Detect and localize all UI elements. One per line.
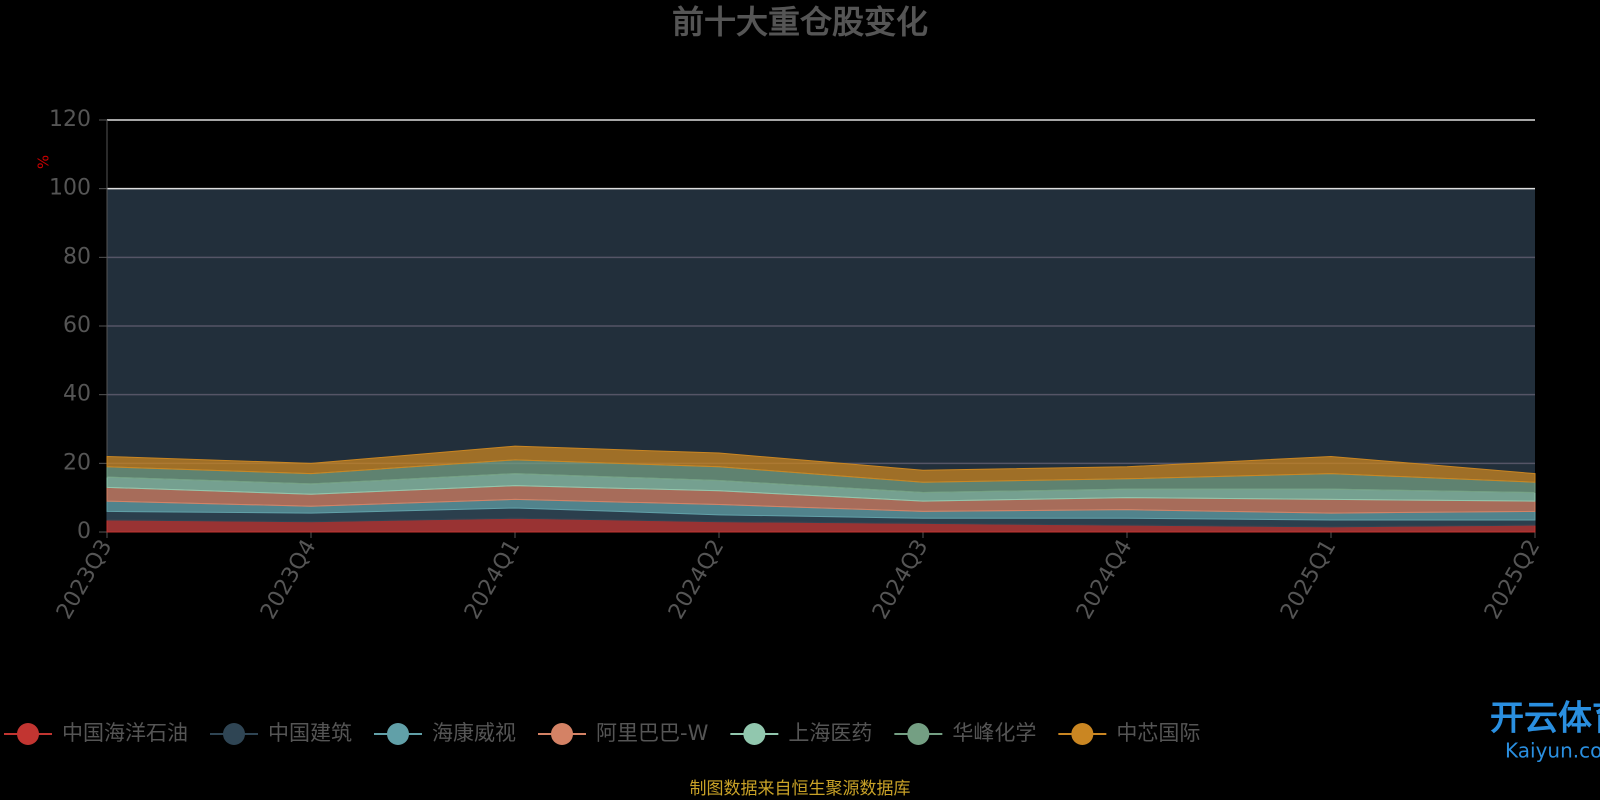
watermark: 开云体育 — [1490, 699, 1600, 739]
x-tick-label: 2025Q2 — [1480, 536, 1545, 624]
x-tick-label: 2024Q2 — [664, 536, 729, 624]
x-tick-label: 2024Q1 — [460, 536, 525, 624]
legend-marker — [551, 723, 573, 745]
y-tick-label: 80 — [63, 244, 91, 269]
y-tick-label: 60 — [63, 313, 91, 338]
legend-marker — [1071, 723, 1094, 745]
legend-label: 中国建筑 — [268, 721, 352, 745]
y-tick-label: 120 — [49, 107, 91, 132]
y-tick-label: 20 — [63, 450, 91, 475]
y-tick-label: 40 — [63, 382, 91, 407]
legend-marker — [17, 723, 39, 745]
legend-label: 上海医药 — [788, 721, 872, 745]
watermark: Kaiyun.com — [1505, 739, 1600, 763]
x-tick-label: 2023Q3 — [52, 536, 117, 624]
x-tick-label: 2024Q3 — [868, 536, 933, 624]
legend-label: 海康威视 — [432, 721, 516, 745]
x-tick-label: 2025Q1 — [1276, 536, 1341, 624]
x-tick-label: 2023Q4 — [256, 536, 321, 624]
y-tick-label: 100 — [49, 176, 91, 201]
legend-label: 阿里巴巴-W — [596, 721, 709, 745]
y-axis-label: % — [35, 155, 53, 169]
legend-label: 中国海洋石油 — [62, 721, 188, 745]
legend-marker — [743, 723, 766, 745]
legend-marker — [907, 723, 930, 745]
legend-label: 中芯国际 — [1116, 721, 1200, 745]
source-note: 制图数据来自恒生聚源数据库 — [690, 779, 911, 799]
y-tick-label: 0 — [77, 519, 91, 544]
legend-marker — [387, 723, 409, 745]
area — [106, 445, 1536, 483]
legend-label: 华峰化学 — [952, 721, 1036, 745]
chart-title: 前十大重仓股变化 — [672, 3, 928, 41]
legend-marker — [223, 723, 245, 745]
x-tick-label: 2024Q4 — [1072, 536, 1137, 624]
